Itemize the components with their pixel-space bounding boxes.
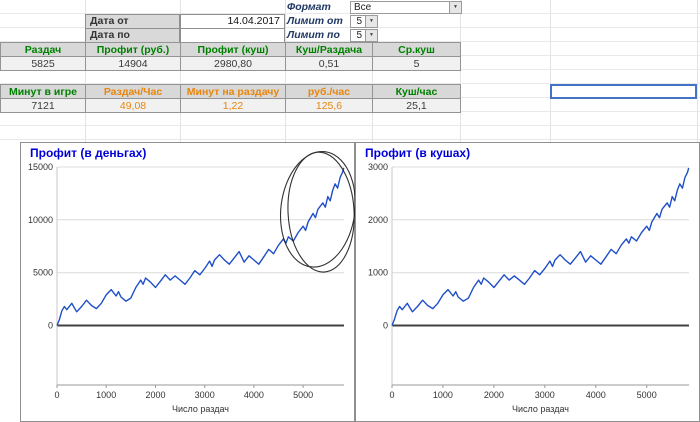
selected-cell[interactable] [550, 84, 697, 99]
svg-text:Число раздач: Число раздач [512, 404, 569, 414]
stat-value: 0,51 [286, 57, 373, 71]
column-header: Профит (куш) [181, 43, 286, 57]
limit-from-dropdown-value: 5 [356, 16, 362, 27]
column-header: Минут в игре [1, 85, 86, 99]
svg-text:10000: 10000 [28, 215, 53, 225]
charts-area: Профит (в деньгах) 0 5000 10000 15000 0 1000 2… [0, 142, 700, 422]
column-header: Куш/Раздача [286, 43, 373, 57]
date-to-value[interactable] [180, 28, 285, 43]
svg-text:1000: 1000 [433, 390, 453, 400]
svg-text:1000: 1000 [368, 268, 388, 278]
stat-value: 7121 [1, 99, 86, 113]
svg-text:5000: 5000 [33, 268, 53, 278]
dropdown-arrow-icon[interactable]: ▼ [365, 30, 377, 41]
stat-value: 25,1 [373, 99, 461, 113]
column-header: Куш/час [373, 85, 461, 99]
column-header: руб./час [286, 85, 373, 99]
spreadsheet-grid: Формат Лимит от Лимит по Дата от 14.04.2… [0, 0, 700, 142]
stat-value: 125,6 [286, 99, 373, 113]
profit-money-chart: Профит (в деньгах) 0 5000 10000 15000 0 1000 2… [20, 142, 356, 422]
date-to-label: Дата по [85, 28, 180, 43]
svg-text:Число раздач: Число раздач [172, 404, 229, 414]
stats-table-rates: Минут в игре Раздач/Час Минут на раздачу… [0, 84, 461, 113]
svg-text:0: 0 [54, 390, 59, 400]
limit-to-dropdown-value: 5 [356, 30, 362, 41]
svg-text:4000: 4000 [244, 390, 264, 400]
limit-to-label: Лимит по [287, 29, 340, 41]
limit-from-dropdown[interactable]: 5 ▼ [350, 15, 378, 28]
column-header: Минут на раздачу [181, 85, 286, 99]
svg-text:5000: 5000 [293, 390, 313, 400]
format-dropdown[interactable]: Все ▼ [350, 1, 462, 14]
chart-canvas: 0 1000 2000 3000 0 1000 2000 3000 4000 5000 Число … [368, 162, 690, 414]
svg-text:0: 0 [48, 321, 53, 331]
format-label: Формат [287, 1, 331, 13]
svg-text:3000: 3000 [195, 390, 215, 400]
stat-value: 49,08 [86, 99, 181, 113]
column-header: Раздач/Час [86, 85, 181, 99]
svg-text:15000: 15000 [28, 162, 53, 172]
stat-value: 14904 [86, 57, 181, 71]
limit-from-label: Лимит от [287, 15, 343, 27]
svg-text:0: 0 [389, 390, 394, 400]
svg-text:0: 0 [383, 321, 388, 331]
svg-text:5000: 5000 [637, 390, 657, 400]
stat-value: 5 [373, 57, 461, 71]
svg-text:3000: 3000 [368, 162, 388, 172]
svg-text:2000: 2000 [368, 215, 388, 225]
dropdown-arrow-icon[interactable]: ▼ [449, 2, 461, 13]
column-header: Профит (руб.) [86, 43, 181, 57]
dropdown-arrow-icon[interactable]: ▼ [365, 16, 377, 27]
limit-to-dropdown[interactable]: 5 ▼ [350, 29, 378, 42]
column-header: Ср.куш [373, 43, 461, 57]
svg-text:3000: 3000 [535, 390, 555, 400]
date-from-value[interactable]: 14.04.2017 [180, 14, 285, 29]
svg-text:2000: 2000 [484, 390, 504, 400]
svg-text:2000: 2000 [145, 390, 165, 400]
chart-canvas: 0 5000 10000 15000 0 1000 2000 3000 4000 5000 Числ… [28, 150, 356, 414]
hand-drawn-circle-annotation [279, 150, 356, 273]
stat-value: 1,22 [181, 99, 286, 113]
chart-title: Профит (в кушах) [365, 146, 471, 160]
format-dropdown-value: Все [354, 2, 372, 13]
column-header: Раздач [1, 43, 86, 57]
stats-table-primary: Раздач Профит (руб.) Профит (куш) Куш/Ра… [0, 42, 461, 71]
svg-text:1000: 1000 [96, 390, 116, 400]
stat-value: 5825 [1, 57, 86, 71]
stat-value: 2980,80 [181, 57, 286, 71]
chart-title: Профит (в деньгах) [30, 146, 147, 160]
profit-kush-chart: Профит (в кушах) 0 1000 2000 3000 0 1000 2000 3… [355, 142, 700, 422]
svg-text:4000: 4000 [586, 390, 606, 400]
date-from-label: Дата от [85, 14, 180, 29]
